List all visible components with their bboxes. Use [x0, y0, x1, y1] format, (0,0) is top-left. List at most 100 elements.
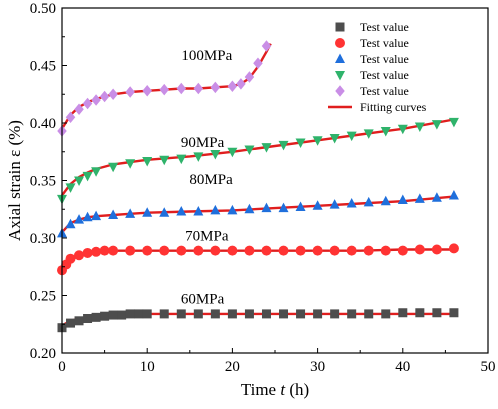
legend-label: Test value — [360, 52, 409, 66]
data-point-80mpa — [176, 206, 187, 216]
data-point-80mpa — [380, 195, 391, 206]
data-point-60mpa — [279, 309, 289, 319]
data-point-80mpa — [193, 206, 204, 216]
data-point-100mpa — [176, 82, 187, 95]
x-axis-title-part: Time — [241, 380, 281, 399]
data-point-90mpa — [295, 138, 306, 149]
x-tick-label: 20 — [225, 359, 240, 375]
annotation-80mpa: 80MPa — [189, 172, 233, 188]
data-point-90mpa — [125, 159, 136, 169]
data-point-70mpa — [210, 245, 221, 256]
data-point-70mpa — [414, 244, 425, 255]
x-tick-label: 40 — [395, 359, 410, 375]
annotation-70mpa: 70MPa — [185, 228, 229, 244]
data-point-70mpa — [363, 245, 374, 256]
data-point-60mpa — [142, 309, 152, 319]
fitting-curve-80mpa — [61, 195, 455, 234]
data-point-100mpa — [193, 82, 204, 95]
data-point-100mpa — [159, 83, 169, 96]
data-point-70mpa — [91, 246, 102, 257]
data-point-70mpa — [159, 245, 170, 256]
data-point-90mpa — [278, 140, 289, 151]
data-point-60mpa — [432, 308, 442, 318]
y-tick-label: 0.40 — [30, 116, 56, 132]
data-point-80mpa — [278, 202, 289, 213]
x-axis-title: Time t (h) — [241, 380, 309, 399]
data-point-60mpa — [91, 312, 101, 322]
x-tick-label: 50 — [481, 359, 496, 375]
data-point-80mpa — [159, 207, 170, 217]
data-point-90mpa — [346, 131, 357, 142]
data-point-80mpa — [227, 204, 238, 215]
y-tick-label: 0.30 — [30, 231, 56, 247]
data-point-60mpa — [227, 309, 237, 319]
legend-label: Fitting curves — [360, 100, 427, 114]
annotation-90mpa: 90MPa — [181, 135, 225, 151]
data-point-100mpa — [125, 86, 135, 98]
data-point-80mpa — [210, 204, 221, 215]
data-point-60mpa — [449, 308, 459, 318]
axis-ticks: 0 10 20 30 40 50 0.20 0.25 0.30 0.35 0.40 0.45 0.50 — [30, 1, 496, 375]
plot-frame — [61, 7, 489, 354]
data-point-90mpa — [74, 176, 85, 186]
data-point-90mpa — [91, 167, 102, 177]
y-tick-label: 0.25 — [30, 289, 56, 305]
data-point-80mpa — [142, 207, 153, 217]
legend-marker — [335, 38, 345, 48]
data-point-70mpa — [346, 245, 357, 256]
legend-marker — [335, 85, 345, 97]
data-point-60mpa — [330, 309, 340, 319]
data-point-100mpa — [227, 80, 238, 92]
data-point-100mpa — [244, 71, 255, 83]
data-point-60mpa — [244, 309, 254, 319]
data-point-100mpa — [253, 57, 263, 69]
data-point-80mpa — [312, 200, 323, 210]
data-point-60mpa — [117, 310, 127, 320]
data-point-90mpa — [363, 129, 374, 139]
data-point-100mpa — [82, 97, 93, 110]
data-point-90mpa — [397, 124, 408, 135]
data-point-80mpa — [363, 196, 374, 207]
data-point-80mpa — [108, 209, 119, 219]
data-point-70mpa — [99, 245, 110, 256]
data-point-80mpa — [397, 194, 408, 205]
data-point-60mpa — [66, 318, 76, 328]
data-point-70mpa — [125, 245, 136, 256]
data-point-70mpa — [244, 245, 255, 256]
data-point-80mpa — [431, 192, 442, 202]
data-point-100mpa — [108, 88, 118, 100]
data-point-70mpa — [108, 245, 119, 256]
annotation-60mpa: 60MPa — [181, 292, 225, 308]
legend-marker — [335, 53, 345, 63]
data-point-70mpa — [261, 245, 272, 256]
data-point-80mpa — [125, 208, 136, 218]
data-point-100mpa — [91, 94, 101, 106]
data-point-80mpa — [329, 199, 340, 209]
data-point-80mpa — [295, 201, 306, 211]
x-axis-title-unit: (h) — [285, 380, 309, 399]
legend-marker — [335, 22, 345, 32]
data-point-70mpa — [227, 245, 238, 256]
legend-label: Test value — [360, 36, 409, 50]
data-point-60mpa — [381, 309, 391, 319]
data-point-90mpa — [329, 133, 340, 144]
data-point-80mpa — [82, 211, 93, 222]
data-point-90mpa — [108, 162, 119, 173]
data-point-90mpa — [159, 155, 170, 166]
data-point-80mpa — [244, 203, 255, 214]
data-point-70mpa — [193, 245, 204, 256]
data-point-70mpa — [312, 245, 323, 256]
data-point-70mpa — [82, 247, 93, 258]
data-point-60mpa — [313, 309, 323, 319]
data-point-100mpa — [142, 85, 152, 97]
data-point-80mpa — [91, 210, 102, 221]
data-point-60mpa — [100, 311, 110, 321]
data-point-100mpa — [210, 81, 221, 94]
data-point-90mpa — [142, 156, 153, 167]
data-point-80mpa — [448, 189, 459, 200]
data-point-60mpa — [176, 309, 186, 319]
data-point-90mpa — [448, 117, 459, 128]
data-point-90mpa — [65, 183, 76, 193]
legend-label: Test value — [360, 84, 409, 98]
y-axis-title: Axial strain ε (%) — [5, 120, 24, 241]
